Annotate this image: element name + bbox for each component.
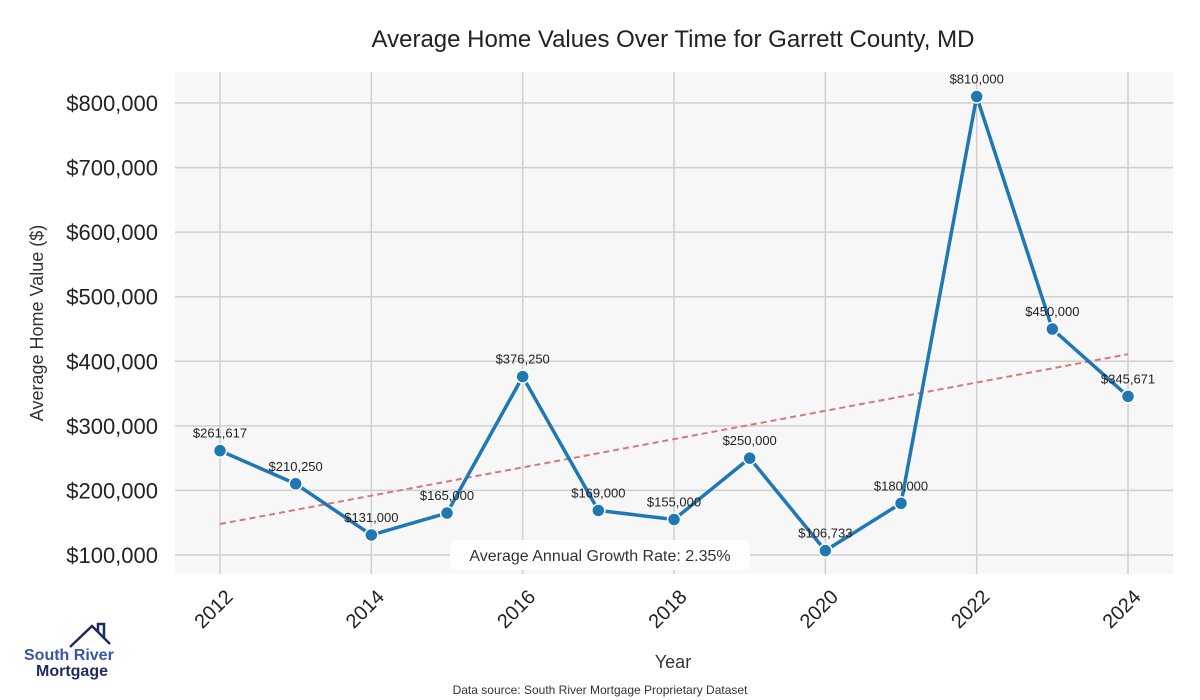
data-label: $131,000 xyxy=(344,510,398,525)
data-point xyxy=(364,527,379,543)
company-logo: South River Mortgage xyxy=(24,622,114,680)
data-point xyxy=(288,476,303,492)
data-point xyxy=(515,369,530,384)
data-label: $376,250 xyxy=(496,352,550,367)
data-label: $180,000 xyxy=(874,478,928,493)
data-label: $345,671 xyxy=(1101,371,1155,386)
data-point xyxy=(439,505,455,521)
y-tick-label: $200,000 xyxy=(66,478,158,503)
data-source: Data source: South River Mortgage Propri… xyxy=(453,683,748,697)
data-label: $165,000 xyxy=(420,488,474,503)
y-tick-label: $300,000 xyxy=(66,414,158,439)
data-point xyxy=(969,89,984,104)
x-tick-label: 2020 xyxy=(796,586,843,633)
y-tick-label: $800,000 xyxy=(66,91,158,116)
x-tick-label: 2014 xyxy=(342,586,389,633)
growth-rate-text: Average Annual Growth Rate: 2.35% xyxy=(469,548,730,565)
x-tick-label: 2012 xyxy=(191,586,238,633)
data-label: $106,733 xyxy=(798,526,852,541)
data-label: $250,000 xyxy=(723,433,777,448)
data-point xyxy=(666,512,682,527)
data-label: $169,000 xyxy=(571,485,625,500)
x-tick-label: 2016 xyxy=(493,586,540,633)
y-tick-label: $700,000 xyxy=(66,156,158,181)
data-point xyxy=(893,496,909,511)
y-tick-label: $500,000 xyxy=(66,285,158,310)
data-point xyxy=(1120,389,1136,404)
y-axis-label: Average Home Value ($) xyxy=(27,225,47,421)
data-point xyxy=(818,543,833,558)
data-point xyxy=(742,450,757,466)
x-tick-label: 2022 xyxy=(947,586,994,633)
data-label: $810,000 xyxy=(950,72,1004,87)
x-tick-label: 2018 xyxy=(645,586,692,633)
logo-line2: Mortgage xyxy=(36,663,108,680)
chart-title: Average Home Values Over Time for Garret… xyxy=(372,26,975,53)
data-label: $210,250 xyxy=(269,459,323,474)
data-point xyxy=(212,443,228,458)
y-tick-label: $100,000 xyxy=(66,543,158,568)
trend-line xyxy=(219,353,1129,525)
data-point xyxy=(1045,321,1060,337)
x-axis-label: Year xyxy=(655,652,691,672)
logo-line1: South River xyxy=(24,647,114,664)
data-point xyxy=(591,503,606,518)
data-label: $155,000 xyxy=(647,494,701,509)
growth-rate-annotation: Average Annual Growth Rate: 2.35% xyxy=(450,540,750,570)
x-tick-label: 2024 xyxy=(1099,586,1146,633)
house-icon xyxy=(69,622,111,648)
y-tick-label: $400,000 xyxy=(66,349,158,374)
data-label: $261,617 xyxy=(193,426,247,441)
y-tick-label: $600,000 xyxy=(66,220,158,245)
data-label: $450,000 xyxy=(1025,304,1079,319)
